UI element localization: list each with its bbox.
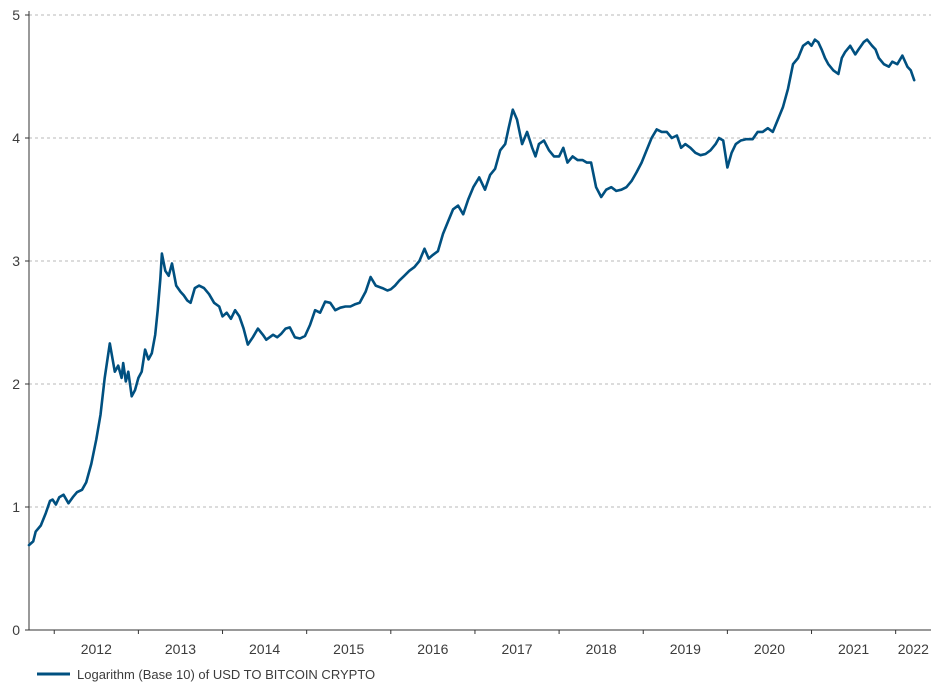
x-tick-label-2021: 2021 — [838, 641, 869, 657]
y-tick-label-4: 4 — [12, 130, 20, 146]
x-tick-label-2020: 2020 — [754, 641, 785, 657]
legend: Logarithm (Base 10) of USD TO BITCOIN CR… — [37, 667, 375, 682]
y-axis-ticks: 0 1 2 3 4 5 — [12, 7, 29, 638]
x-tick-label-2018: 2018 — [586, 641, 617, 657]
legend-label: Logarithm (Base 10) of USD TO BITCOIN CR… — [77, 667, 375, 682]
x-tick-label-2017: 2017 — [501, 641, 532, 657]
series-line-0 — [27, 38, 916, 547]
series-layer — [27, 38, 916, 547]
x-tick-label-2022: 2022 — [898, 641, 929, 657]
y-tick-label-3: 3 — [12, 253, 20, 269]
x-axis-ticks: 2012 2013 2014 2015 2016 2017 2018 2019 2020 2021… — [53, 630, 929, 657]
x-tick-label-2016: 2016 — [417, 641, 448, 657]
y-tick-label-5: 5 — [12, 7, 20, 23]
y-tick-label-1: 1 — [12, 499, 20, 515]
x-tick-label-2012: 2012 — [81, 641, 112, 657]
x-tick-label-2013: 2013 — [165, 641, 196, 657]
x-tick-label-2014: 2014 — [249, 641, 280, 657]
axes — [28, 11, 931, 631]
x-tick-label-2019: 2019 — [670, 641, 701, 657]
y-tick-label-0: 0 — [12, 622, 20, 638]
x-tick-label-2015: 2015 — [333, 641, 364, 657]
y-tick-label-2: 2 — [12, 376, 20, 392]
gridlines — [29, 14, 931, 508]
